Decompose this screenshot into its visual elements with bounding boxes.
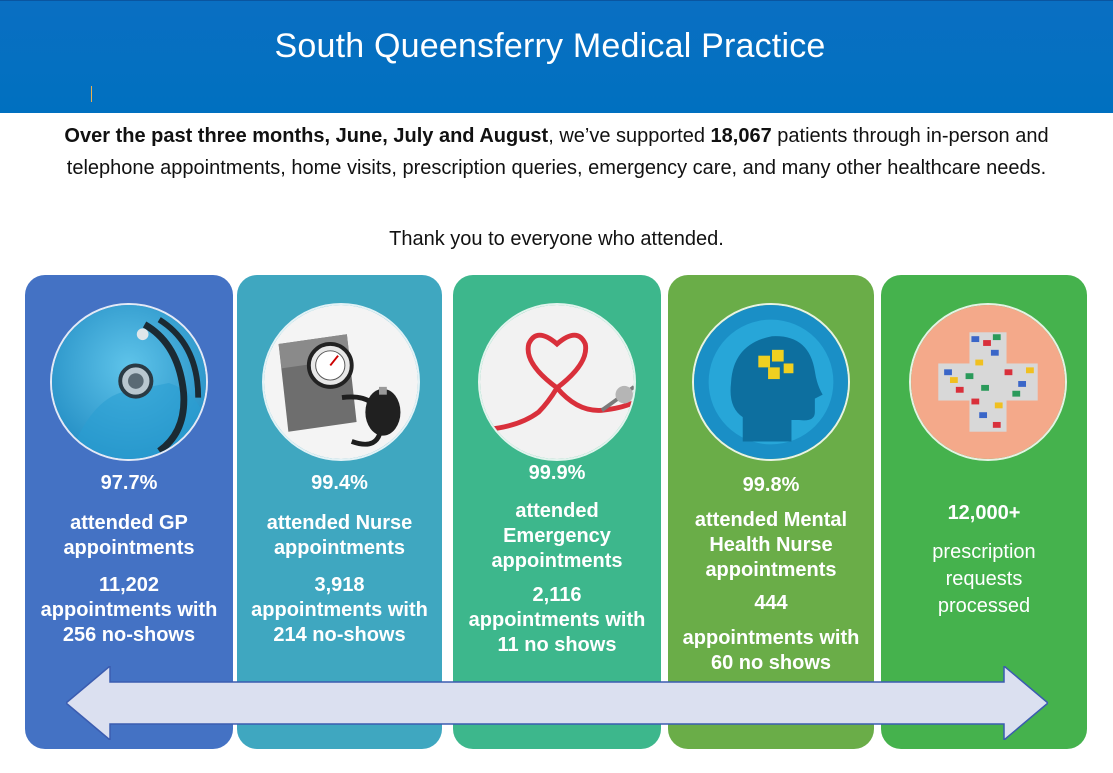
header-banner: South Queensferry Medical Practice: [0, 0, 1113, 113]
thank-you-text: Thank you to everyone who attended.: [389, 228, 724, 250]
timeline-double-arrow: [66, 666, 1048, 740]
emergency-percent: 99.9%: [528, 462, 586, 484]
emergency-label: attended Emergency appointments: [491, 500, 623, 572]
emergency-detail: appointments with 11 no shows: [468, 609, 646, 656]
mental-health-detail: appointments with 60 no shows: [682, 627, 860, 674]
blood-pressure-monitor-icon: [262, 303, 420, 461]
prescription-label: prescription requests processed: [932, 541, 1036, 617]
nurse-detail: appointments with 214 no-shows: [251, 599, 428, 646]
text-caret: [91, 86, 92, 102]
mental-health-label: attended Mental Health Nurse appointment…: [694, 509, 848, 581]
intro-text-2: patients through in-person and telephone…: [66, 125, 1049, 179]
emergency-count: 2,116: [532, 584, 582, 606]
prescription-count: 12,000+: [947, 502, 1021, 524]
pill-cross-icon: [909, 303, 1067, 461]
gp-label: attended GP appointments: [63, 512, 195, 559]
stethoscope-icon: [50, 303, 208, 461]
nurse-percent: 99.4%: [311, 472, 368, 494]
intro-lead: Over the past three months, June, July a…: [64, 125, 549, 147]
gp-percent: 97.7%: [100, 472, 158, 494]
nurse-count: 3,918: [314, 574, 365, 596]
nurse-label: attended Nurse appointments: [266, 512, 413, 559]
mental-health-head-icon: [692, 303, 850, 461]
heart-stethoscope-icon: [478, 303, 636, 461]
gp-count: 11,202: [98, 574, 160, 596]
panel-mental-health: 99.8% attended Mental Health Nurse appoi…: [668, 275, 874, 749]
mental-health-percent: 99.8%: [742, 474, 800, 496]
panel-gp: 97.7% attended GP appointments 11,202 ap…: [25, 275, 233, 749]
panel-prescriptions: 12,000+ prescription requests processed: [881, 275, 1087, 749]
intro-text-1: , we’ve supported: [548, 125, 711, 147]
intro-paragraph: Over the past three months, June, July a…: [40, 120, 1073, 184]
mental-health-count: 444: [754, 592, 788, 614]
panel-nurse: 99.4% attended Nurse appointments 3,918 …: [237, 275, 442, 749]
page-title: South Queensferry Medical Practice: [274, 27, 826, 65]
panel-emergency: 99.9% attended Emergency appointments 2,…: [453, 275, 661, 749]
patients-count: 18,067: [710, 125, 772, 147]
gp-detail: appointments with 256 no-shows: [40, 599, 218, 646]
